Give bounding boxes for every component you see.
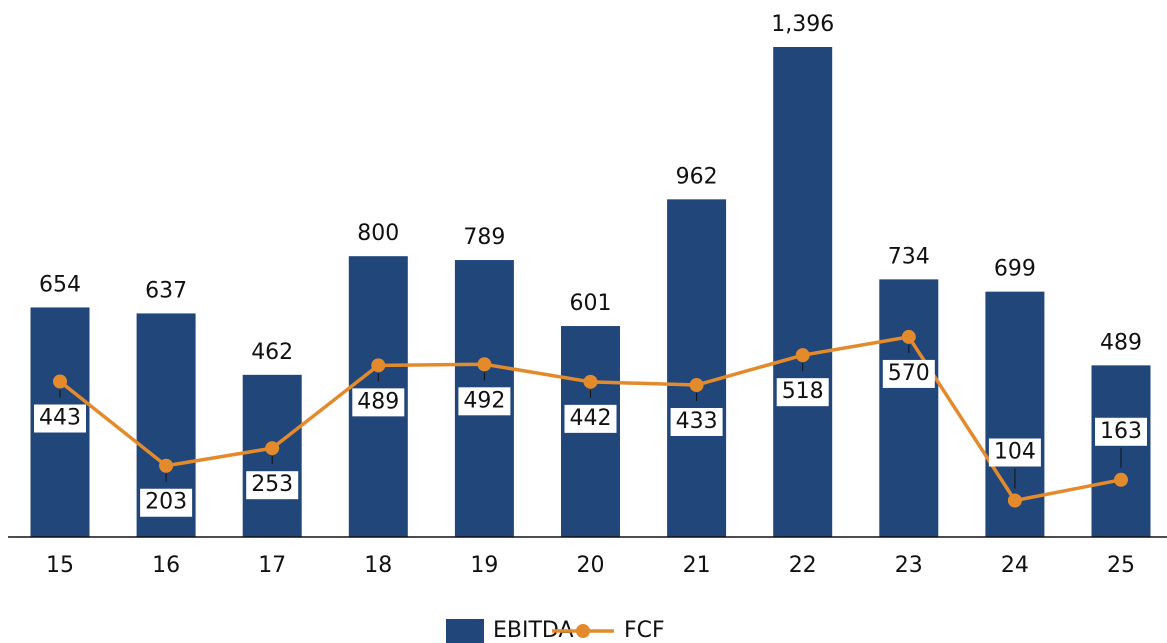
bar: [242, 374, 302, 537]
label-bg: [564, 404, 617, 433]
line-label: 203: [145, 490, 187, 515]
label-bg: [246, 471, 299, 500]
x-tick-label: 15: [46, 553, 74, 578]
x-tick-label: 19: [470, 553, 498, 578]
label-bg: [988, 438, 1041, 467]
bar: [773, 47, 833, 537]
legend-marker: [576, 624, 590, 638]
line-label: 570: [888, 361, 930, 386]
fcf-point: [583, 374, 598, 389]
legend-swatch: [446, 619, 484, 643]
line-label: 163: [1100, 419, 1142, 444]
x-tick-label: 17: [258, 553, 286, 578]
legend-label: FCF: [624, 618, 665, 643]
bar: [667, 199, 727, 537]
bar-label: 962: [676, 164, 718, 189]
bar-label: 1,396: [771, 12, 834, 37]
bar: [879, 279, 939, 537]
bar-label: 734: [888, 244, 930, 269]
bar-label: 654: [39, 272, 81, 297]
fcf-point: [795, 348, 810, 363]
bar-label: 789: [463, 225, 505, 250]
fcf-point: [1007, 493, 1022, 508]
line-label: 104: [994, 439, 1036, 464]
label-bg: [776, 378, 829, 407]
label-bg: [1095, 417, 1147, 446]
label-bg: [140, 488, 193, 517]
x-tick-label: 23: [895, 553, 923, 578]
fcf-point: [159, 458, 174, 473]
label-bg: [352, 388, 405, 417]
line-label: 518: [782, 379, 824, 404]
fcf-point: [477, 357, 492, 372]
x-tick-label: 25: [1107, 553, 1135, 578]
x-tick-label: 20: [577, 553, 605, 578]
fcf-point: [689, 378, 704, 393]
fcf-point: [1114, 472, 1128, 487]
label-bg: [34, 404, 86, 433]
bar-label: 489: [1100, 330, 1142, 355]
label-bg: [458, 387, 511, 416]
label-bg: [882, 359, 935, 388]
x-tick-label: 22: [789, 553, 817, 578]
bar-label: 637: [145, 278, 187, 303]
fcf-point: [265, 441, 280, 456]
bar-label: 800: [357, 221, 399, 246]
bar-label: 699: [994, 257, 1036, 282]
line-label: 492: [463, 388, 505, 413]
line-label: 253: [251, 472, 293, 497]
line-label: 443: [39, 406, 81, 431]
line-label: 433: [676, 409, 718, 434]
label-bg: [670, 408, 723, 437]
bar-label: 601: [570, 291, 612, 316]
x-tick-label: 21: [683, 553, 711, 578]
fcf-point: [901, 329, 916, 344]
line-label: 442: [570, 406, 612, 431]
x-tick-label: 16: [152, 553, 180, 578]
fcf-point: [371, 358, 386, 373]
x-tick-label: 18: [364, 553, 392, 578]
line-label: 489: [357, 389, 399, 414]
x-tick-label: 24: [1001, 553, 1029, 578]
bar-label: 462: [251, 340, 293, 365]
fcf-point: [53, 374, 67, 389]
